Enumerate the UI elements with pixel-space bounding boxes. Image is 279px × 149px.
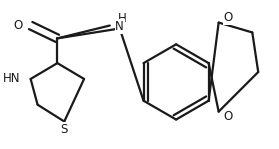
- Text: HN: HN: [3, 72, 21, 86]
- Text: O: O: [223, 110, 233, 123]
- Text: O: O: [223, 11, 233, 24]
- Text: S: S: [61, 123, 68, 136]
- Text: H: H: [118, 12, 127, 25]
- Text: H: H: [117, 14, 126, 27]
- Text: N: N: [115, 20, 124, 33]
- Text: O: O: [13, 19, 23, 32]
